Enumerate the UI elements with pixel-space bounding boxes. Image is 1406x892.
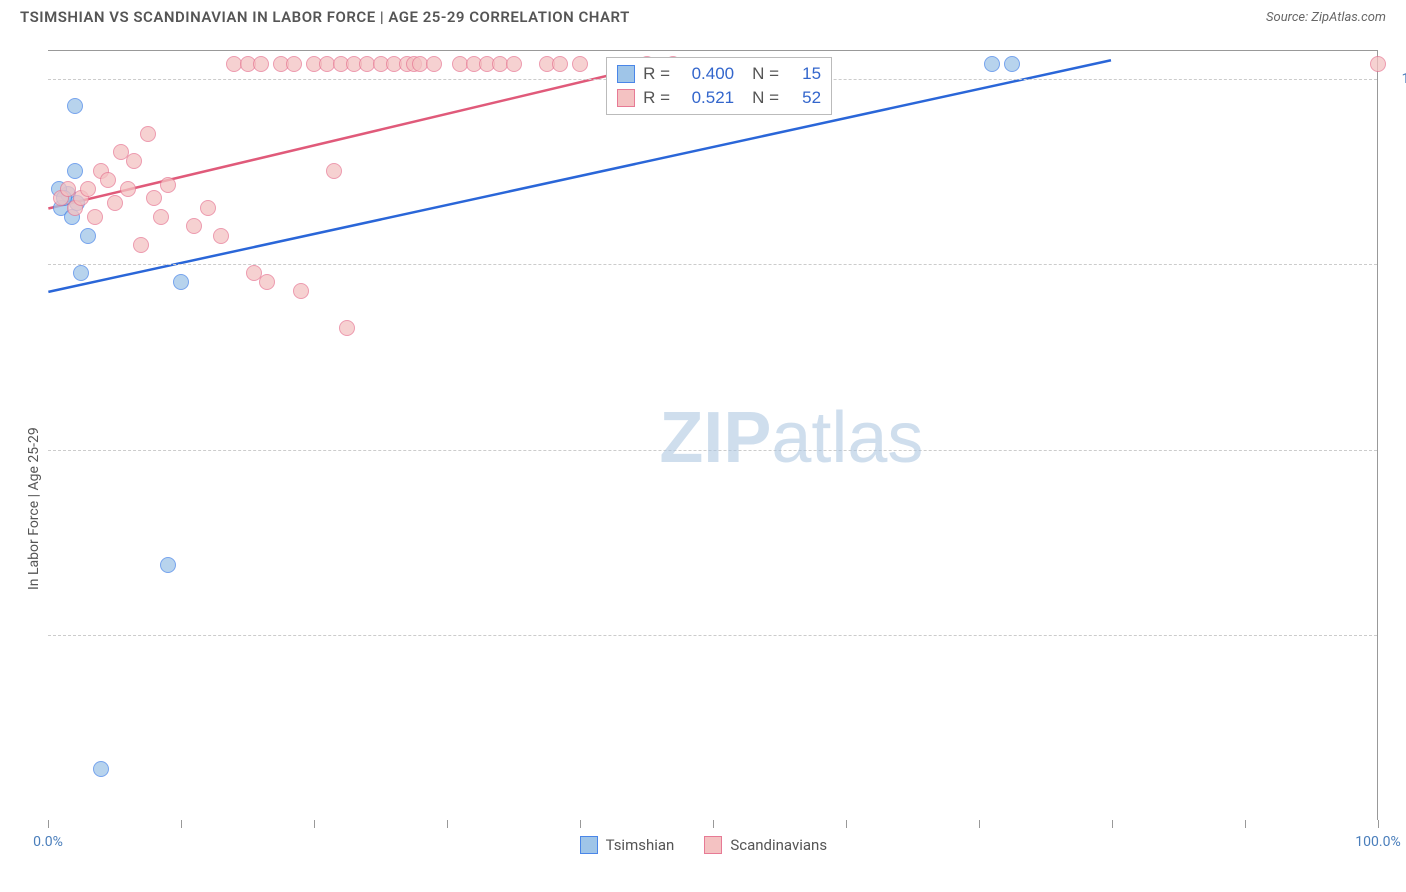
data-marker <box>120 181 136 197</box>
data-marker <box>146 190 162 206</box>
data-marker <box>80 228 96 244</box>
data-marker <box>107 195 123 211</box>
y-tick-label: 40.0% <box>1387 627 1406 643</box>
data-marker <box>984 56 1000 72</box>
data-marker <box>426 56 442 72</box>
watermark: ZIPatlas <box>659 397 923 479</box>
data-marker <box>200 200 216 216</box>
stats-row: R = 0.521 N = 52 <box>617 86 821 110</box>
stat-r-value: 0.400 <box>678 64 734 84</box>
x-tick <box>48 820 49 828</box>
data-marker <box>506 56 522 72</box>
stat-label: N = <box>752 88 779 108</box>
data-marker <box>153 209 169 225</box>
y-axis-label: In Labor Force | Age 25-29 <box>26 427 42 590</box>
trend-line <box>48 60 1111 292</box>
data-marker <box>253 56 269 72</box>
data-marker <box>133 237 149 253</box>
stat-n-value: 52 <box>787 88 821 108</box>
data-marker <box>293 283 309 299</box>
data-marker <box>572 56 588 72</box>
legend-item: Scandinavians <box>704 836 827 854</box>
x-tick <box>713 820 714 828</box>
stat-n-value: 15 <box>787 64 821 84</box>
data-marker <box>259 274 275 290</box>
stat-label: R = <box>643 88 670 108</box>
data-marker <box>286 56 302 72</box>
x-tick <box>1245 820 1246 828</box>
data-marker <box>186 218 202 234</box>
data-marker <box>213 228 229 244</box>
x-tick <box>1112 820 1113 828</box>
legend-swatch <box>704 836 722 854</box>
data-marker <box>73 265 89 281</box>
source-label: Source: ZipAtlas.com <box>1266 10 1386 25</box>
legend-item: Tsimshian <box>580 836 675 854</box>
data-marker <box>1370 56 1386 72</box>
x-tick <box>181 820 182 828</box>
stats-row: R = 0.400 N = 15 <box>617 62 821 86</box>
data-marker <box>67 98 83 114</box>
y-tick-label: 60.0% <box>1387 442 1406 458</box>
series-swatch <box>617 89 635 107</box>
data-marker <box>87 209 103 225</box>
x-tick <box>314 820 315 828</box>
data-marker <box>160 177 176 193</box>
data-marker <box>339 320 355 336</box>
series-swatch <box>617 65 635 83</box>
x-tick <box>1378 820 1379 828</box>
y-tick-label: 100.0% <box>1387 71 1406 87</box>
gridline <box>48 635 1377 636</box>
x-tick <box>447 820 448 828</box>
stat-label: N = <box>752 64 779 84</box>
legend-swatch <box>580 836 598 854</box>
data-marker <box>552 56 568 72</box>
data-marker <box>160 557 176 573</box>
x-tick <box>580 820 581 828</box>
x-tick <box>846 820 847 828</box>
data-marker <box>100 172 116 188</box>
series-legend: Tsimshian Scandinavians <box>580 836 828 854</box>
stat-r-value: 0.521 <box>678 88 734 108</box>
correlation-stats-box: R = 0.400 N = 15 R = 0.521 N = 52 <box>606 57 832 115</box>
data-marker <box>93 761 109 777</box>
data-marker <box>140 126 156 142</box>
legend-label: Tsimshian <box>606 836 675 854</box>
gridline <box>48 450 1377 451</box>
x-tick-label: 0.0% <box>33 834 63 850</box>
data-marker <box>67 163 83 179</box>
data-marker <box>1004 56 1020 72</box>
legend-label: Scandinavians <box>730 836 827 854</box>
data-marker <box>173 274 189 290</box>
x-tick-label: 100.0% <box>1355 834 1400 850</box>
gridline <box>48 264 1377 265</box>
data-marker <box>80 181 96 197</box>
stat-label: R = <box>643 64 670 84</box>
trend-lines-layer <box>48 51 1377 820</box>
y-tick-label: 80.0% <box>1387 256 1406 272</box>
chart-plot-area: 40.0%60.0%80.0%100.0%0.0%100.0%In Labor … <box>48 50 1378 820</box>
data-marker <box>326 163 342 179</box>
chart-title: TSIMSHIAN VS SCANDINAVIAN IN LABOR FORCE… <box>20 8 630 26</box>
data-marker <box>126 153 142 169</box>
x-tick <box>979 820 980 828</box>
